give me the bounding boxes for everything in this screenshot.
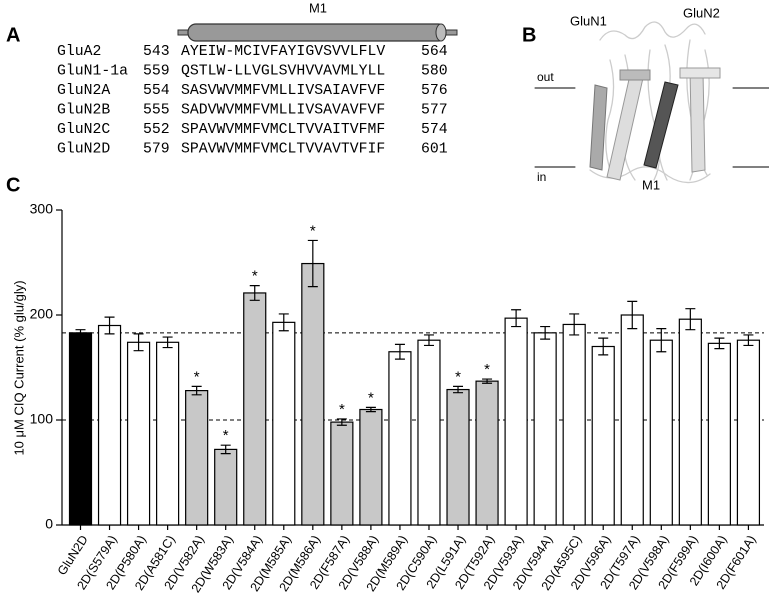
- error-bar: [75, 329, 86, 337]
- error-bar: [394, 343, 405, 360]
- bar: [126, 341, 151, 526]
- sequence-name: GluN2A: [57, 83, 110, 99]
- bar: [388, 351, 412, 526]
- helix-label: M1: [309, 0, 327, 15]
- sequence-name: GluN2D: [57, 141, 110, 157]
- y-tick-label: 300: [30, 201, 54, 217]
- membrane-label: in: [537, 170, 546, 184]
- subunit-label: GluN1: [570, 13, 607, 28]
- bar: [97, 324, 122, 526]
- y-axis-label: 10 μM CIQ Current (% glu/gly): [11, 280, 26, 455]
- error-bar: [482, 378, 493, 384]
- error-bar: [336, 418, 347, 426]
- alignment: GluA2 543 AYEIW-MCIVFAYIGVSVVLFLV 564 GluN1-…: [57, 44, 448, 158]
- bar: [156, 341, 180, 526]
- error-bar: [656, 328, 667, 353]
- end-position: 577: [421, 102, 448, 118]
- error-bar: [627, 300, 638, 330]
- panel-label: B: [522, 24, 536, 46]
- sequence: AYEIW-MCIVFAYIGVSVVLFLV: [181, 44, 385, 60]
- error-bar: [249, 285, 260, 301]
- error-bar: [685, 308, 696, 331]
- error-bar: [598, 337, 609, 356]
- error-bar: [162, 336, 173, 349]
- helix-label: M1: [642, 177, 660, 192]
- sequence-name: GluN2B: [57, 102, 110, 118]
- error-bar: [278, 313, 289, 332]
- bar: [301, 262, 325, 526]
- error-bar: [191, 385, 202, 396]
- end-position: 601: [421, 141, 448, 157]
- significance-marker: *: [484, 361, 490, 378]
- error-bar: [133, 333, 144, 352]
- error-bar: [365, 406, 376, 413]
- bar: [68, 332, 93, 526]
- bar: [214, 448, 238, 526]
- start-position: 579: [143, 141, 170, 157]
- bar: [185, 390, 209, 526]
- bar: [330, 421, 354, 526]
- bar: [533, 332, 557, 526]
- bar: [591, 345, 615, 526]
- bar: [504, 317, 528, 526]
- bar: [678, 318, 702, 526]
- error-bar: [743, 334, 754, 347]
- panel-label: C: [6, 174, 20, 196]
- significance-marker: *: [194, 368, 200, 385]
- start-position: 559: [143, 63, 170, 79]
- start-position: 552: [143, 122, 170, 138]
- error-bar: [307, 239, 318, 288]
- subunit-label: GluN2: [683, 5, 720, 20]
- sequence-name: GluA2: [57, 44, 101, 60]
- start-position: 543: [143, 44, 170, 60]
- end-position: 576: [421, 83, 448, 99]
- bar: [243, 292, 267, 526]
- error-bar: [220, 444, 231, 455]
- y-tick-label: 0: [45, 516, 53, 532]
- end-position: 564: [421, 44, 448, 60]
- significance-marker: *: [339, 401, 345, 418]
- start-position: 554: [143, 83, 170, 99]
- panel-label: A: [6, 24, 20, 46]
- significance-marker: *: [252, 268, 258, 285]
- bar: [620, 314, 644, 526]
- error-bar: [714, 337, 725, 350]
- sequence: QSTLW-LLVGLSVHVVAVMLYLL: [181, 63, 385, 79]
- bar: [649, 339, 673, 526]
- membrane-label: out: [537, 70, 554, 84]
- start-position: 555: [143, 102, 170, 118]
- error-bar: [104, 316, 115, 335]
- sequence: SPAVWVMMFVMCLTVVAVTVFIF: [181, 141, 385, 157]
- helix-cylinder: [177, 23, 458, 42]
- error-bar: [540, 325, 551, 340]
- significance-marker: *: [223, 427, 229, 444]
- error-bar: [511, 309, 522, 328]
- bar: [562, 323, 586, 526]
- sequence: SASVWVMMFVMLLIVSAIAVFVF: [181, 83, 385, 99]
- sequence-name: GluN2C: [57, 122, 110, 138]
- error-bar: [423, 334, 434, 347]
- error-bar: [569, 313, 580, 336]
- bar: [475, 380, 499, 526]
- significance-marker: *: [310, 222, 316, 239]
- bar: [707, 342, 731, 526]
- end-position: 574: [421, 122, 448, 138]
- error-bar: [453, 385, 464, 394]
- bar: [736, 339, 761, 526]
- bar: [359, 408, 383, 526]
- significance-marker: *: [455, 368, 461, 385]
- sequence-name: GluN1-1a: [57, 63, 128, 79]
- sequence: SADVWVMMFVMLLIVSAVAVFVF: [181, 102, 385, 118]
- end-position: 580: [421, 63, 448, 79]
- y-tick-label: 200: [30, 306, 54, 322]
- sequence: SPAVWVMMFVMCLTVVAITVFMF: [181, 122, 385, 138]
- y-tick-label: 100: [30, 411, 54, 427]
- bar: [272, 321, 296, 526]
- significance-marker: *: [368, 389, 374, 406]
- structure-image: [534, 21, 769, 184]
- bar: [446, 388, 470, 526]
- bar: [417, 339, 441, 526]
